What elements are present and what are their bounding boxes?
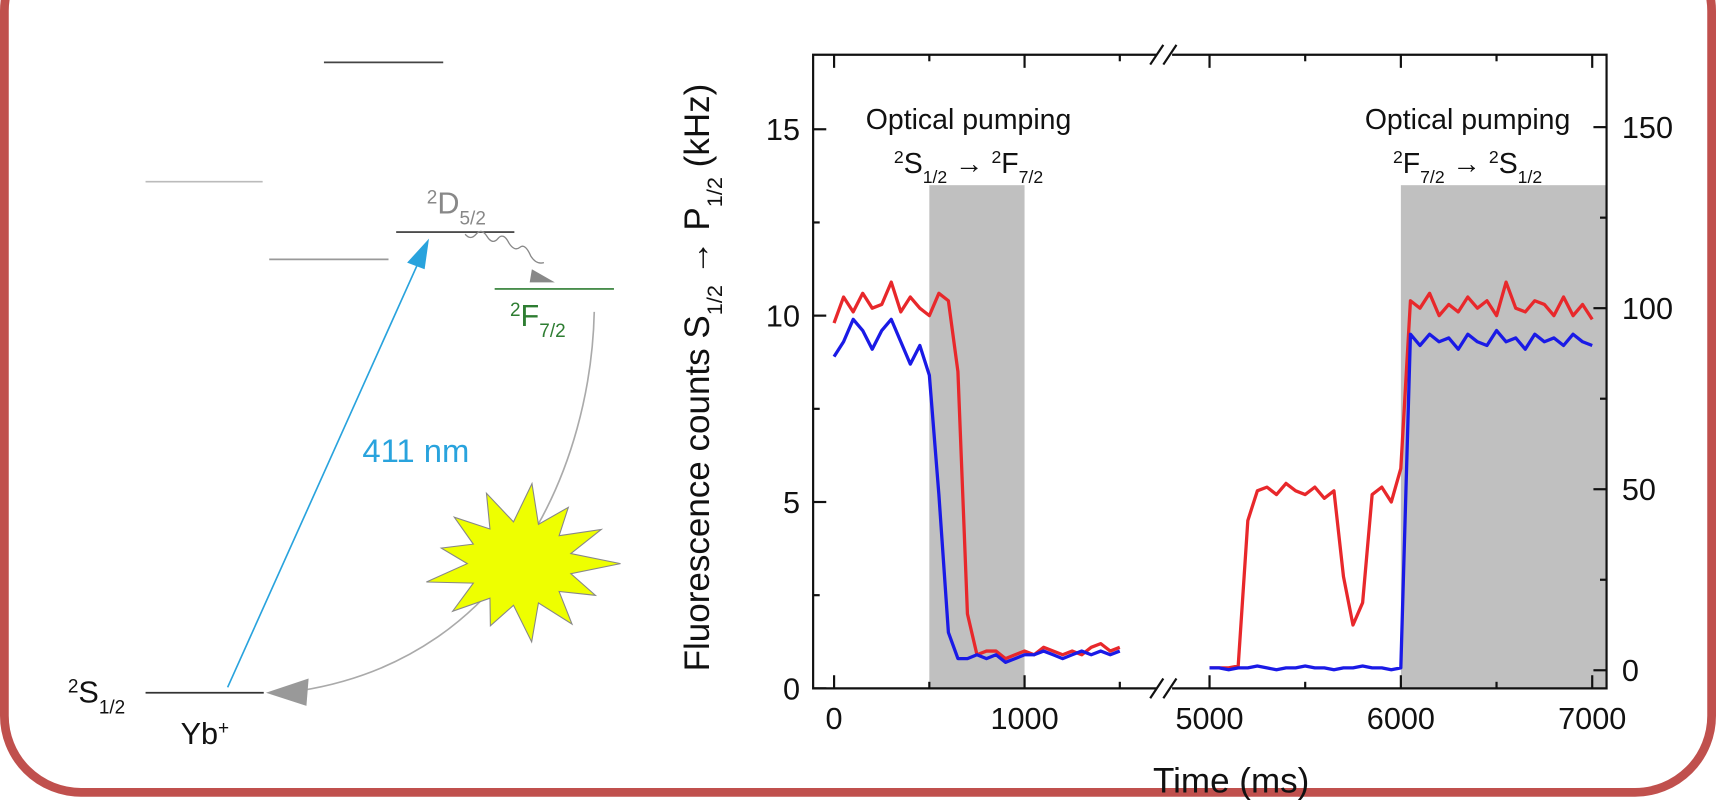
text-run: 7/2	[1019, 167, 1044, 187]
text-run: 1/2	[1518, 167, 1543, 187]
text-run: F	[521, 299, 540, 333]
text-run: S	[78, 676, 98, 710]
y-tick-label: 0	[783, 672, 800, 706]
text-run: 2	[427, 187, 438, 208]
level-label: 2D5/2	[427, 186, 486, 228]
x-tick-label: 1000	[990, 702, 1058, 736]
y-axis-label: Fluorescence counts S1/2 → P1/2 (kHz)	[678, 84, 727, 672]
y-tick-label: 5	[783, 486, 800, 520]
text-run: 1/2	[99, 697, 125, 718]
text-run: F	[1403, 148, 1420, 180]
x-tick-label: 0	[826, 702, 843, 736]
y-tick-label: 15	[766, 113, 800, 147]
annotation: 2S1/2 → 2F7/2	[894, 147, 1043, 187]
text-run: 2	[68, 676, 79, 697]
y2-tick-label: 50	[1622, 473, 1656, 507]
y2-tick-label: 0	[1622, 654, 1639, 688]
decay-arrow	[464, 230, 545, 264]
y2-tick-label: 100	[1622, 292, 1673, 326]
text-run: 2	[894, 147, 904, 167]
x-axis-label: Time (ms)	[1153, 761, 1309, 800]
text-run: 7/2	[539, 321, 565, 342]
axis-break	[1149, 44, 1178, 66]
axis-frame	[812, 53, 1608, 690]
text-run: →	[947, 148, 991, 180]
text-run: 2	[991, 147, 1001, 167]
text-run: 2	[1489, 147, 1499, 167]
level-label: 2F7/2	[510, 299, 566, 342]
text-run: 1/2	[923, 167, 948, 187]
text-run: F	[1001, 148, 1018, 180]
text-run: Yb	[181, 717, 218, 751]
text-run: 1/2	[702, 177, 727, 207]
shaded-region	[1400, 185, 1607, 689]
x-tick-label: 7000	[1558, 702, 1626, 736]
text-run: +	[218, 718, 229, 739]
laser-arrow	[226, 257, 421, 688]
text-run: → P	[678, 207, 717, 285]
text-run: 2	[1393, 147, 1403, 167]
text-run: Fluorescence counts S	[678, 315, 717, 671]
text-run: 7/2	[1420, 167, 1445, 187]
data-line	[1209, 328, 1593, 672]
text-run: S	[1499, 148, 1518, 180]
level-label: 2S1/2	[68, 676, 125, 719]
annotation: Optical pumping	[866, 104, 1072, 136]
y-tick-label: 10	[766, 300, 800, 334]
energy-diagram: 411 nm	[145, 61, 621, 706]
text-run: S	[904, 148, 923, 180]
return-arrow	[300, 311, 596, 692]
text-run: D	[437, 186, 459, 220]
arrowhead	[265, 678, 309, 706]
shaded-region	[929, 185, 1025, 689]
ion-label: Yb+	[181, 717, 230, 751]
text-run: (kHz)	[678, 84, 717, 177]
arrowhead	[529, 269, 555, 283]
x-tick-label: 6000	[1367, 702, 1435, 736]
text-run: 1/2	[702, 285, 727, 315]
text-run: 5/2	[459, 208, 485, 229]
axis-break	[1149, 677, 1178, 699]
fluorescence-burst	[426, 481, 621, 644]
laser-label: 411 nm	[362, 432, 469, 469]
text-run: →	[1445, 148, 1489, 180]
annotation: Optical pumping	[1365, 104, 1571, 136]
text-run: 2	[510, 300, 521, 321]
data-line	[1209, 280, 1594, 670]
arrowhead	[407, 238, 429, 270]
y2-tick-label: 150	[1622, 111, 1673, 145]
annotation: 2F7/2 → 2S1/2	[1393, 147, 1542, 187]
x-tick-label: 5000	[1175, 702, 1243, 736]
data-line	[832, 317, 1121, 664]
